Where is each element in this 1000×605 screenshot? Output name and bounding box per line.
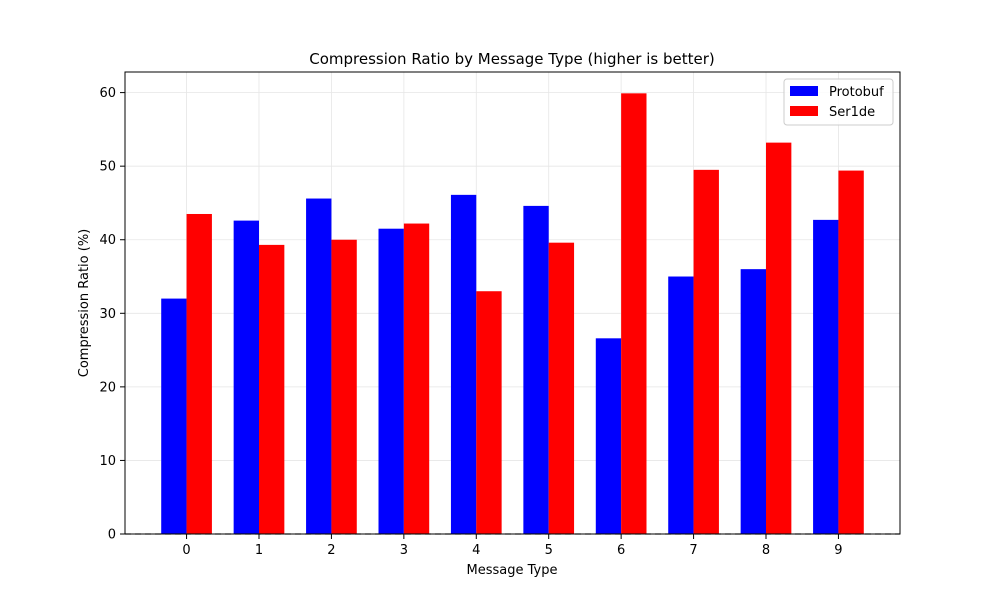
y-tick-label: 0 (108, 528, 116, 543)
bars-group (161, 93, 864, 535)
x-tick-label: 8 (762, 543, 770, 558)
y-axis-label: Compression Ratio (%) (77, 229, 92, 378)
bar-ser1de-4 (476, 291, 502, 534)
bar-protobuf-6 (595, 338, 622, 534)
legend-swatch-ser1de (790, 106, 818, 116)
bar-protobuf-7 (668, 276, 694, 534)
bar-protobuf-4 (450, 194, 477, 534)
x-tick-label: 6 (617, 543, 625, 558)
bar-ser1de-7 (693, 169, 719, 535)
x-tick-label: 1 (255, 543, 263, 558)
y-tick-label: 60 (99, 86, 116, 101)
bar-ser1de-9 (838, 170, 864, 534)
x-tick-label: 7 (689, 543, 697, 558)
bar-ser1de-2 (331, 239, 357, 534)
legend-label-protobuf: Protobuf (829, 85, 884, 100)
x-axis-label: Message Type (467, 563, 558, 578)
y-tick-label: 30 (99, 307, 116, 322)
bar-ser1de-1 (258, 244, 285, 534)
legend-label-ser1de: Ser1de (829, 105, 875, 120)
bar-protobuf-1 (233, 220, 259, 534)
axis-ticks: 0 10 20 30 40 50 60 0 1 2 3 4 5 6 7 8 9 (99, 86, 842, 558)
y-tick-label: 40 (99, 233, 116, 248)
x-tick-label: 3 (400, 543, 408, 558)
x-tick-label: 4 (472, 543, 480, 558)
y-tick-label: 50 (99, 160, 116, 175)
bar-protobuf-9 (813, 219, 839, 534)
bar-protobuf-5 (523, 205, 549, 534)
bar-protobuf-3 (378, 228, 404, 534)
legend-swatch-protobuf (790, 86, 818, 96)
legend: Protobuf Ser1de (783, 78, 894, 126)
bar-protobuf-0 (161, 298, 187, 534)
bar-ser1de-8 (766, 142, 792, 534)
bar-ser1de-5 (548, 242, 575, 534)
chart-title: Compression Ratio by Message Type (highe… (309, 50, 715, 68)
y-tick-label: 10 (99, 454, 116, 469)
x-tick-label: 5 (545, 543, 553, 558)
bar-ser1de-0 (186, 213, 212, 534)
x-tick-label: 2 (327, 543, 335, 558)
bar-protobuf-8 (740, 269, 767, 534)
x-tick-label: 9 (834, 543, 842, 558)
bar-ser1de-6 (621, 93, 647, 534)
bar-ser1de-3 (403, 223, 430, 534)
y-tick-label: 20 (99, 380, 116, 395)
plot-area-frame (124, 71, 901, 535)
bar-protobuf-2 (306, 198, 332, 534)
x-tick-label: 0 (182, 543, 190, 558)
